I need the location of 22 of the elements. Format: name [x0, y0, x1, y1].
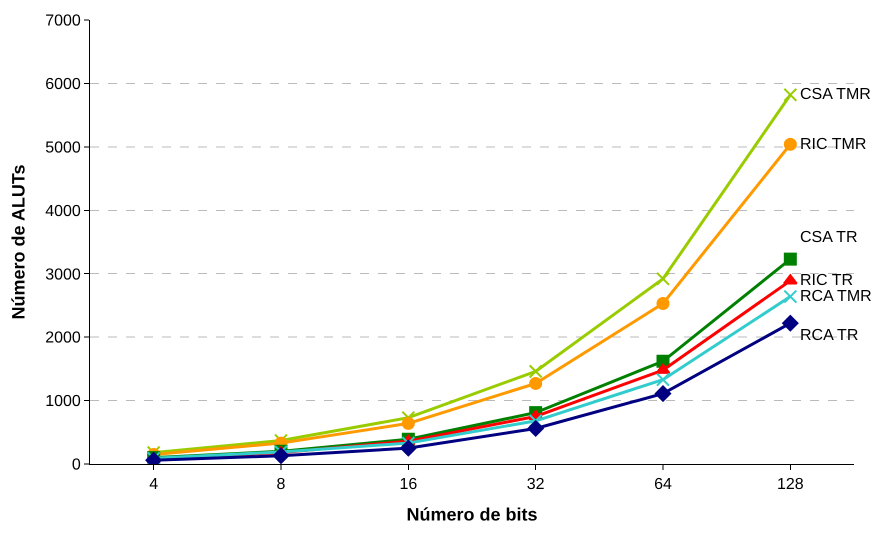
x-tick-label: 16 — [399, 476, 418, 494]
y-tick-label: 6000 — [45, 76, 81, 94]
y-tick-label: 0 — [72, 456, 81, 474]
x-axis-title: Número de bits — [406, 504, 538, 524]
series-label: RCA TR — [800, 327, 858, 344]
series-label: RIC TR — [800, 272, 854, 289]
series-label: RCA TMR — [800, 288, 872, 305]
y-tick-label: 7000 — [45, 12, 81, 30]
x-tick-label: 4 — [149, 476, 158, 494]
x-tick-label: 32 — [526, 476, 545, 494]
x-tick-label: 64 — [654, 476, 672, 494]
x-tick-label: 128 — [776, 476, 804, 494]
x-tick-label: 8 — [276, 476, 286, 494]
y-tick-label: 3000 — [45, 266, 81, 284]
series-label: RIC TMR — [800, 136, 866, 153]
y-tick-label: 5000 — [45, 139, 81, 156]
series-label: CSA TR — [800, 229, 858, 246]
y-axis-title: Número de ALUTs — [8, 164, 28, 320]
y-tick-label: 2000 — [45, 330, 81, 347]
series-label: CSA TMR — [800, 86, 871, 103]
y-tick-label: 4000 — [45, 202, 81, 220]
y-tick-label: 1000 — [45, 393, 81, 410]
